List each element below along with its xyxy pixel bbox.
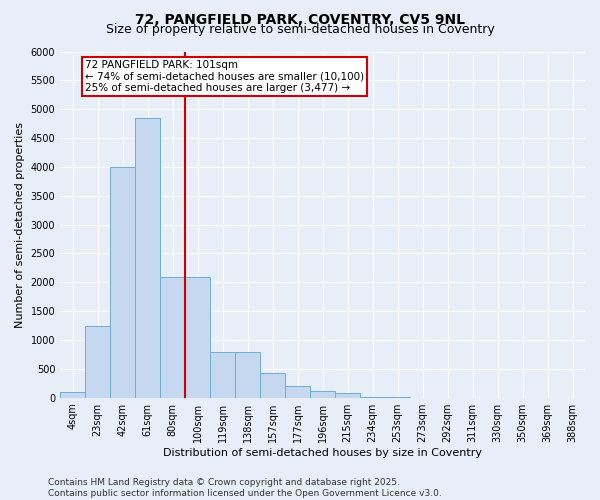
Bar bbox=[110, 167, 135, 398]
Bar bbox=[310, 391, 335, 398]
Bar bbox=[360, 396, 385, 398]
Bar bbox=[260, 373, 285, 398]
Bar bbox=[210, 352, 235, 398]
Bar bbox=[235, 352, 260, 398]
Text: 72 PANGFIELD PARK: 101sqm
← 74% of semi-detached houses are smaller (10,100)
25%: 72 PANGFIELD PARK: 101sqm ← 74% of semi-… bbox=[85, 60, 364, 94]
X-axis label: Distribution of semi-detached houses by size in Coventry: Distribution of semi-detached houses by … bbox=[163, 448, 482, 458]
Bar bbox=[160, 276, 185, 398]
Bar bbox=[285, 386, 310, 398]
Text: Contains HM Land Registry data © Crown copyright and database right 2025.
Contai: Contains HM Land Registry data © Crown c… bbox=[48, 478, 442, 498]
Bar bbox=[135, 118, 160, 398]
Bar bbox=[60, 392, 85, 398]
Bar bbox=[335, 393, 360, 398]
Bar bbox=[185, 276, 210, 398]
Text: 72, PANGFIELD PARK, COVENTRY, CV5 9NL: 72, PANGFIELD PARK, COVENTRY, CV5 9NL bbox=[135, 12, 465, 26]
Y-axis label: Number of semi-detached properties: Number of semi-detached properties bbox=[15, 122, 25, 328]
Bar bbox=[85, 326, 110, 398]
Text: Size of property relative to semi-detached houses in Coventry: Size of property relative to semi-detach… bbox=[106, 22, 494, 36]
